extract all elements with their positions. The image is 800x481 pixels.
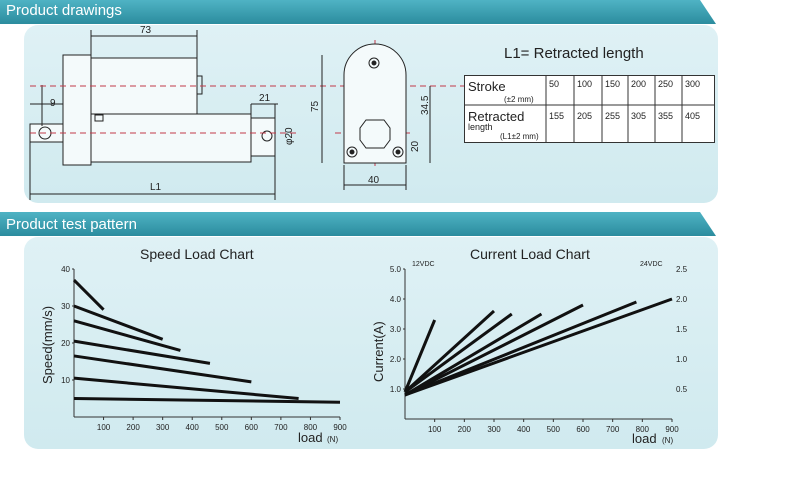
series-line-2 [403,309,496,394]
y-tick-label: 1.0 [390,385,402,394]
stroke-value-cell: 200 [631,79,646,89]
x-tick-label: 100 [97,423,111,432]
chart-title: Current Load Chart [470,246,590,262]
stroke-value-cell: 300 [685,79,700,89]
series-line-7 [73,397,341,404]
y-tick-label: 4.0 [390,295,402,304]
charts-panel [24,237,718,449]
dim-L1: L1 [150,182,162,193]
table-caption: L1= Retracted length [504,45,644,62]
section-header-drawings: Product drawings [0,0,716,24]
current-load-chart: Current Load Chart Current(A) 12VDC 24VD… [371,246,688,446]
x-tick-label: 300 [487,425,501,434]
stroke-tolerance: (±2 mm) [504,95,534,104]
x-axis-unit: (N) [327,435,338,444]
retracted-tolerance: (L1±2 mm) [500,132,539,141]
chart-title: Speed Load Chart [140,246,254,262]
x-tick-label: 800 [304,423,318,432]
series-line-1 [403,319,437,393]
y-right-tick-label: 0.5 [676,385,688,394]
dim-75: 75 [310,100,321,112]
x-tick-label: 200 [126,423,140,432]
x-axis-label: load [298,430,323,445]
dim-20: 20 [410,140,421,152]
retracted-value-cell: 155 [549,111,564,121]
x-tick-label: 800 [636,425,650,434]
x-axis-label: load [632,431,657,446]
y-axis-label: Speed(mm/s) [40,306,55,384]
stroke-label: Stroke [468,79,506,94]
stroke-value-cell: 150 [605,79,620,89]
stroke-value-cell: 250 [658,79,673,89]
y-right-tick-label: 2.0 [676,295,688,304]
dim-9: 9 [50,98,56,109]
y-tick-label: 40 [61,265,70,274]
y-axis-label: Current(A) [371,321,386,382]
retracted-value-cell: 355 [658,111,673,121]
retracted-value-cell: 255 [605,111,620,121]
series-line-7 [404,297,673,397]
stroke-value-cell: 100 [577,79,592,89]
dim-73: 73 [140,25,152,36]
y-left-title: 12VDC [412,261,435,268]
retracted-value-cell: 405 [685,111,700,121]
series-line-4 [73,339,211,365]
retracted-label: Retracted [468,109,524,124]
stroke-value-cell: 50 [549,79,559,89]
series-line-3 [73,319,181,352]
x-tick-label: 200 [458,425,472,434]
x-axis-unit: (N) [662,436,673,445]
section-title-drawings: Product drawings [6,2,122,19]
y-tick-label: 20 [61,339,70,348]
y-tick-label: 2.0 [390,355,402,364]
dim-phi20: φ20 [284,127,295,145]
series-line-3 [404,312,513,394]
x-tick-label: 100 [428,425,442,434]
series-line-1 [72,279,105,311]
x-tick-label: 900 [665,425,679,434]
x-tick-label: 500 [547,425,561,434]
series-line-6 [404,300,637,397]
y-right-tick-label: 1.5 [676,325,688,334]
x-tick-label: 700 [606,425,620,434]
retracted-value-cell: 205 [577,111,592,121]
series-line-2 [73,304,164,341]
y-tick-label: 3.0 [390,325,402,334]
stroke-table: Stroke (±2 mm) Retracted length (L1±2 mm… [464,75,715,143]
dim-34-5: 34.5 [420,95,431,115]
speed-load-chart: Speed Load Chart Speed(mm/s) load (N) 10… [40,246,347,445]
series-line-4 [404,312,543,397]
section-title-test: Product test pattern [6,216,137,233]
y-right-tick-label: 1.0 [676,355,688,364]
series-line-6 [73,376,299,400]
dim-21: 21 [259,93,271,104]
x-tick-label: 300 [156,423,170,432]
x-tick-label: 400 [186,423,200,432]
x-tick-label: 900 [333,423,347,432]
dim-40: 40 [368,175,380,186]
series-line-5 [404,303,584,397]
y-right-title: 24VDC [640,261,663,268]
technical-drawing: 73 9 21 φ20 L1 75 34.5 [29,25,470,200]
retracted-value-cell: 305 [631,111,646,121]
y-tick-label: 5.0 [390,265,402,274]
x-tick-label: 400 [517,425,531,434]
section-header-test: Product test pattern [0,212,716,236]
y-right-tick-label: 2.5 [676,265,688,274]
x-tick-label: 500 [215,423,229,432]
y-tick-label: 10 [61,376,70,385]
retracted-sub: length [468,122,493,132]
x-tick-label: 600 [245,423,259,432]
y-tick-label: 30 [61,302,70,311]
x-tick-label: 700 [274,423,288,432]
series-line-5 [73,354,252,384]
x-tick-label: 600 [576,425,590,434]
